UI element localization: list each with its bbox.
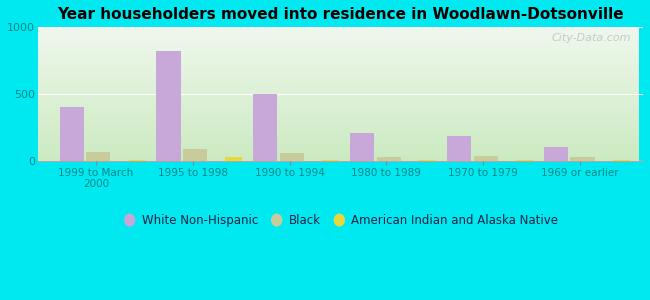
Bar: [571, 158, 595, 161]
Bar: [613, 160, 630, 161]
Bar: [86, 152, 110, 161]
Title: Year householders moved into residence in Woodlawn-Dotsonville: Year householders moved into residence i…: [57, 7, 624, 22]
Bar: [226, 158, 242, 161]
Bar: [419, 160, 436, 161]
Bar: [183, 149, 207, 161]
Bar: [60, 107, 84, 161]
Bar: [544, 147, 568, 161]
Bar: [322, 160, 339, 161]
Bar: [350, 133, 374, 161]
Bar: [447, 136, 471, 161]
Legend: White Non-Hispanic, Black, American Indian and Alaska Native: White Non-Hispanic, Black, American Indi…: [118, 209, 563, 232]
Bar: [254, 94, 278, 161]
Bar: [377, 157, 401, 161]
Bar: [157, 51, 181, 161]
Bar: [129, 160, 146, 161]
Bar: [474, 156, 498, 161]
Bar: [516, 160, 533, 161]
Text: City-Data.com: City-Data.com: [551, 33, 631, 43]
Bar: [280, 153, 304, 161]
